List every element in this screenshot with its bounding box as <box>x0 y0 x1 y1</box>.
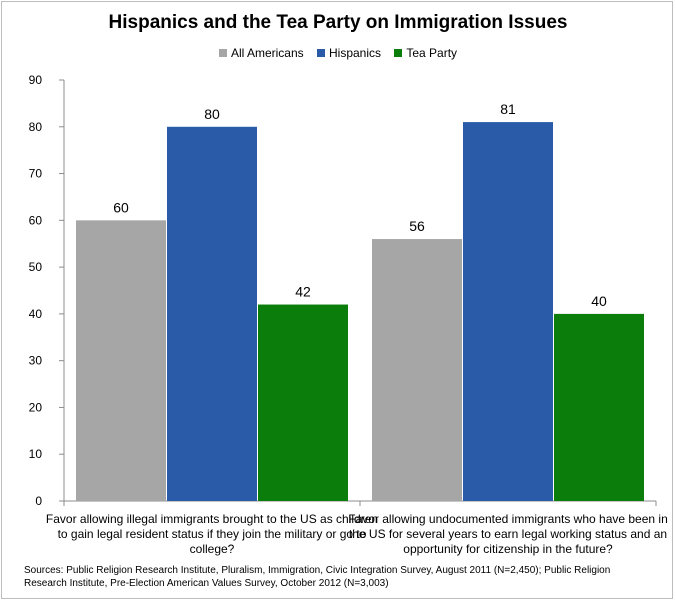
legend-label-tea-party: Tea Party <box>406 46 458 60</box>
y-tick-label: 70 <box>29 167 43 181</box>
category-label-line: opportunity for citizenship in the futur… <box>403 542 613 556</box>
bar-all-americans <box>372 239 462 502</box>
legend-swatch-tea-party <box>394 49 403 57</box>
legend-swatch-hispanics <box>316 49 325 57</box>
y-tick-label: 40 <box>29 307 43 321</box>
chart-title: Hispanics and the Tea Party on Immigrati… <box>108 12 568 33</box>
data-label-tea-party: 40 <box>591 293 607 309</box>
category-label-line: Favor allowing illegal immigrants brough… <box>46 512 378 526</box>
legend-item-tea-party: Tea Party <box>394 46 457 60</box>
category-label-line: college? <box>190 542 235 556</box>
data-label-all-americans: 56 <box>409 218 425 234</box>
category-label-line: to gain legal resident status if they jo… <box>58 527 367 541</box>
data-label-hispanics: 80 <box>204 106 220 122</box>
bar-tea-party <box>258 304 348 501</box>
category-label-line: the US for several years to earn legal w… <box>349 527 667 541</box>
category-label-line: Favor allowing undocumented immigrants w… <box>348 512 668 526</box>
y-tick-label: 30 <box>29 354 43 368</box>
data-label-all-americans: 60 <box>113 199 129 215</box>
data-label-tea-party: 42 <box>295 284 311 300</box>
bar-tea-party <box>554 313 644 501</box>
y-tick-label: 60 <box>29 213 43 227</box>
legend-label-hispanics: Hispanics <box>328 46 382 60</box>
bar-hispanics <box>167 126 257 502</box>
bar-hispanics <box>463 122 553 501</box>
legend-item-all-americans: All Americans <box>218 46 304 60</box>
y-tick-label: 20 <box>29 400 43 414</box>
data-label-hispanics: 81 <box>500 101 516 117</box>
legend-swatch-all-americans <box>218 49 227 57</box>
y-tick-label: 10 <box>29 447 43 461</box>
y-tick-label: 0 <box>35 494 42 508</box>
legend-item-hispanics: Hispanics <box>316 46 382 60</box>
sources-note: Sources: Public Religion Research Instit… <box>24 565 611 589</box>
y-tick-label: 50 <box>29 260 43 274</box>
bar-all-americans <box>76 220 166 502</box>
legend-label-all-americans: All Americans <box>230 46 304 60</box>
chart-legend: All Americans Hispanics Tea Party <box>0 46 676 60</box>
y-tick-label: 90 <box>29 73 43 87</box>
y-tick-label: 80 <box>29 120 43 134</box>
